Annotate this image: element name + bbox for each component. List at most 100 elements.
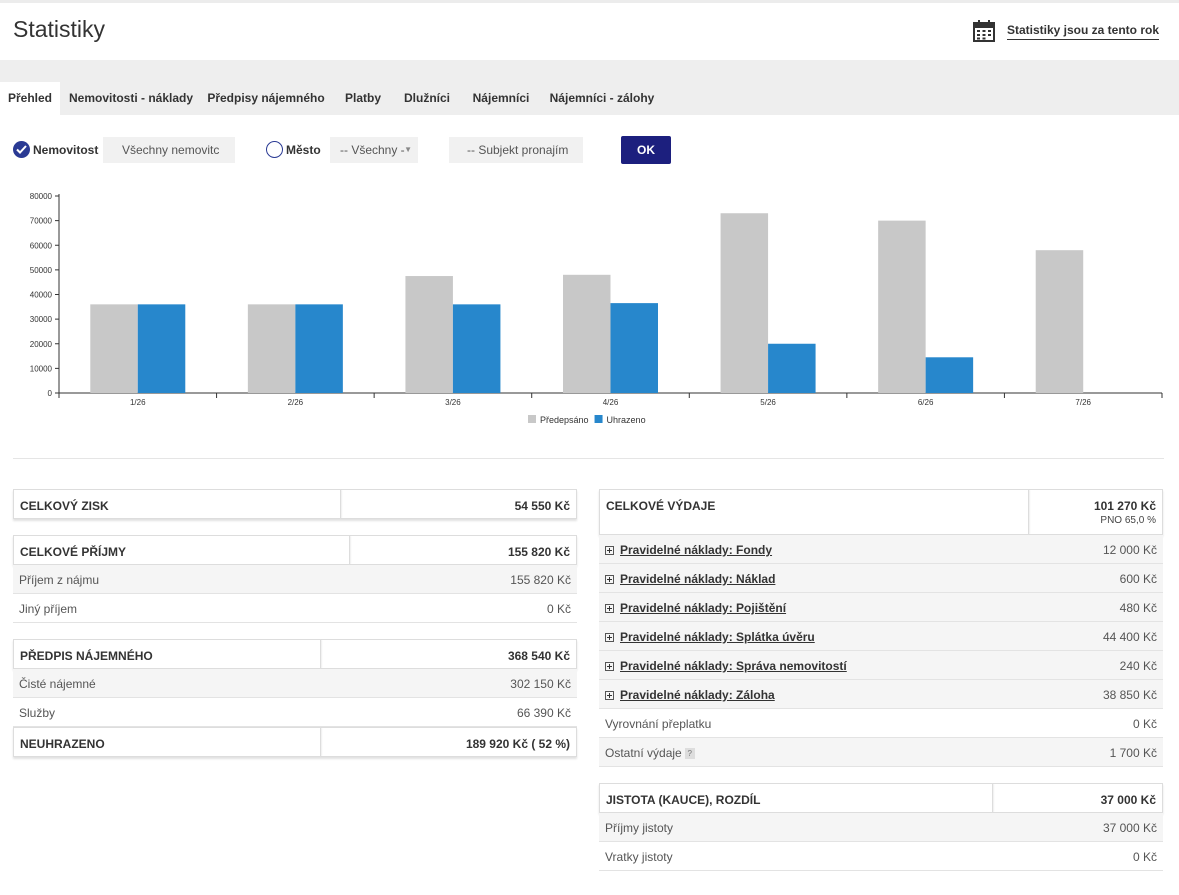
- expense-link[interactable]: Pravidelné náklady: Fondy: [620, 543, 773, 557]
- expand-icon[interactable]: [605, 661, 614, 671]
- expense-link[interactable]: Pravidelné náklady: Záloha: [620, 688, 775, 702]
- unpaid-header: NEUHRAZENO 189 920 Kč ( 52 %): [13, 727, 577, 757]
- row-label-wrap: Pravidelné náklady: Záloha: [605, 688, 775, 702]
- legend-swatch: [594, 415, 603, 423]
- expense-link[interactable]: Pravidelné náklady: Pojištění: [620, 601, 787, 615]
- row-label-wrap: Pravidelné náklady: Pojištění: [605, 601, 786, 615]
- tab-najemnici-zalohy[interactable]: Nájemníci - zálohy: [549, 91, 655, 105]
- tab-dluznici[interactable]: Dlužníci: [403, 91, 450, 105]
- expenses-label: CELKOVÉ VÝDAJE: [606, 499, 716, 513]
- y-tick-label: 80000: [30, 192, 53, 201]
- x-tick-label: 1/26: [130, 398, 146, 407]
- property-select[interactable]: Všechny nemovitc: [103, 137, 235, 163]
- row-label: Služby: [19, 706, 56, 720]
- expense-link[interactable]: Pravidelné náklady: Náklad: [620, 572, 776, 586]
- column-separator: [320, 640, 321, 668]
- tab-najemnici[interactable]: Nájemníci: [472, 91, 530, 105]
- table-row: Vratky jistoty 0 Kč: [599, 842, 1163, 871]
- subject-select[interactable]: -- Subjekt pronajím: [449, 137, 583, 163]
- expand-icon[interactable]: [605, 574, 614, 584]
- column-separator: [340, 490, 341, 518]
- bar-uhrazeno: [768, 343, 816, 393]
- city-select[interactable]: -- Všechny - ▼: [330, 137, 418, 163]
- expense-row-naklad[interactable]: Pravidelné náklady: Náklad 600 Kč: [599, 564, 1163, 593]
- row-label-wrap: Pravidelné náklady: Splátka úvěru: [605, 630, 815, 644]
- expenses-pno: PNO 65,0 %: [1100, 515, 1156, 526]
- table-row: Ostatní výdaje? 1 700 Kč: [599, 738, 1163, 767]
- row-label-wrap: Pravidelné náklady: Správa nemovitostí: [605, 659, 847, 673]
- year-toggle-label: Statistiky jsou za tento rok: [1006, 23, 1159, 40]
- ok-button[interactable]: OK: [621, 136, 671, 164]
- year-toggle[interactable]: Statistiky jsou za tento rok: [972, 20, 1159, 42]
- income-header: CELKOVÉ PŘÍJMY 155 820 Kč: [13, 535, 577, 565]
- rent-value: 368 540 Kč: [507, 649, 570, 663]
- tab-nemovitosti-naklady[interactable]: Nemovitosti - náklady: [68, 91, 194, 105]
- table-row: Příjmy jistoty 37 000 Kč: [599, 813, 1163, 842]
- tab-platby[interactable]: Platby: [344, 91, 381, 105]
- y-tick-label: 40000: [30, 291, 53, 300]
- help-icon[interactable]: ?: [684, 748, 695, 760]
- bar-predepsano: [878, 220, 926, 393]
- expense-link[interactable]: Pravidelné náklady: Splátka úvěru: [620, 630, 815, 644]
- expense-row-splatka[interactable]: Pravidelné náklady: Splátka úvěru 44 400…: [599, 622, 1163, 651]
- row-label: Příjmy jistoty: [605, 821, 674, 835]
- bar-predepsano: [563, 274, 611, 393]
- table-row: Čisté nájemné 302 150 Kč: [13, 669, 577, 698]
- city-radio[interactable]: [266, 141, 283, 158]
- x-tick-label: 7/26: [1075, 398, 1091, 407]
- row-value: 600 Kč: [1119, 572, 1157, 586]
- y-tick-label: 0: [48, 389, 53, 398]
- deposit-header: JISTOTA (KAUCE), ROZDÍL 37 000 Kč: [599, 783, 1163, 813]
- row-value: 0 Kč: [546, 602, 571, 616]
- expand-icon[interactable]: [605, 545, 614, 555]
- row-label: Vyrovnání přeplatku: [605, 717, 712, 731]
- property-label: Nemovitost: [33, 143, 99, 157]
- profit-label: CELKOVÝ ZISK: [20, 499, 109, 513]
- expense-row-zaloha[interactable]: Pravidelné náklady: Záloha 38 850 Kč: [599, 680, 1163, 709]
- table-row: Jiný příjem 0 Kč: [13, 594, 577, 623]
- calendar-icon: [972, 20, 995, 42]
- check-icon: [16, 145, 27, 154]
- table-row: Služby 66 390 Kč: [13, 698, 577, 727]
- expenses-value: 101 270 Kč: [1093, 499, 1156, 513]
- y-tick-label: 70000: [30, 217, 53, 226]
- row-value: 1 700 Kč: [1109, 746, 1157, 760]
- row-value: 480 Kč: [1119, 601, 1157, 615]
- row-value: 12 000 Kč: [1102, 543, 1157, 557]
- x-tick-label: 2/26: [288, 398, 304, 407]
- bar-predepsano: [90, 304, 138, 393]
- bar-predepsano: [247, 304, 296, 393]
- divider: [13, 458, 1164, 459]
- expand-icon[interactable]: [605, 603, 614, 613]
- bar-predepsano: [1035, 250, 1084, 393]
- x-tick-label: 5/26: [760, 398, 776, 407]
- x-tick-label: 4/26: [603, 398, 619, 407]
- legend-swatch: [528, 415, 536, 423]
- property-radio[interactable]: [13, 141, 30, 158]
- row-label-wrap: Ostatní výdaje?: [605, 746, 695, 760]
- bar-uhrazeno: [610, 303, 658, 393]
- expand-icon[interactable]: [605, 632, 614, 642]
- legend-label: Uhrazeno: [607, 415, 646, 425]
- column-separator: [992, 784, 993, 812]
- row-label: Vratky jistoty: [605, 850, 673, 864]
- tab-prehled[interactable]: Přehled: [0, 82, 60, 115]
- row-label: Příjem z nájmu: [19, 573, 100, 587]
- row-value: 0 Kč: [1132, 717, 1157, 731]
- expense-link[interactable]: Pravidelné náklady: Správa nemovitostí: [620, 659, 847, 673]
- bar-uhrazeno: [452, 304, 501, 393]
- chevron-down-icon: ▼: [404, 145, 412, 154]
- expense-row-fondy[interactable]: Pravidelné náklady: Fondy 12 000 Kč: [599, 535, 1163, 564]
- expense-row-pojisteni[interactable]: Pravidelné náklady: Pojištění 480 Kč: [599, 593, 1163, 622]
- row-label-wrap: Pravidelné náklady: Fondy: [605, 543, 772, 557]
- expand-icon[interactable]: [605, 690, 614, 700]
- row-value: 0 Kč: [1132, 850, 1157, 864]
- y-tick-label: 10000: [30, 364, 53, 373]
- expense-row-sprava[interactable]: Pravidelné náklady: Správa nemovitostí 2…: [599, 651, 1163, 680]
- tab-predpisy-najemneho[interactable]: Předpisy nájemného: [207, 91, 325, 105]
- page-header: Statistiky Statistiky jsou za tento rok: [0, 0, 1179, 60]
- table-row: Příjem z nájmu 155 820 Kč: [13, 565, 577, 594]
- expenses-header: CELKOVÉ VÝDAJE 101 270 Kč PNO 65,0 %: [599, 489, 1163, 535]
- column-separator: [320, 728, 321, 756]
- row-value: 155 820 Kč: [510, 573, 571, 587]
